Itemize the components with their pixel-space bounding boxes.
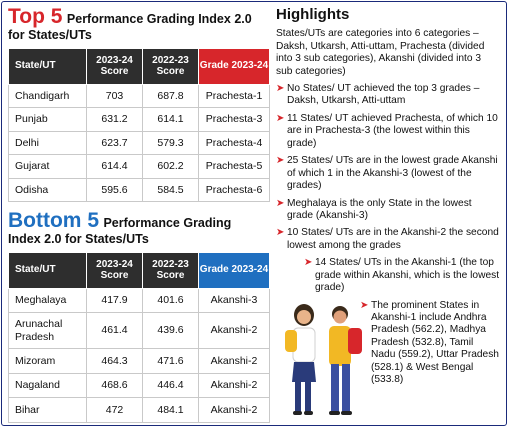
col-header-2022-23: 2022-23 Score <box>142 251 199 289</box>
highlight-item: ➤ No States/ UT achieved the top 3 grades… <box>276 83 500 108</box>
cell-state: Meghalaya <box>8 287 87 314</box>
highlight-text: 14 States/ UTs in the Akanshi-1 (the top… <box>315 257 500 294</box>
highlight-item: ➤ Meghalaya is the only State in the lowe… <box>276 198 500 223</box>
highlight-item: ➤ The prominent States in Akanshi-1 inclu… <box>360 300 500 387</box>
cell-score-2023-24: 614.4 <box>86 154 143 179</box>
cell-state: Chandigarh <box>8 83 87 108</box>
arrow-icon: ➤ <box>276 83 285 95</box>
cell-grade: Akanshi-2 <box>198 348 270 374</box>
cell-score-2022-23: 471.6 <box>142 348 199 374</box>
cell-score-2023-24: 472 <box>86 397 143 423</box>
col-header-grade: Grade 2023-24 <box>198 47 270 85</box>
arrow-icon: ➤ <box>360 299 369 311</box>
highlight-text: 25 States/ UTs are in the lowest grade A… <box>287 155 498 192</box>
arrow-icon: ➤ <box>304 257 313 269</box>
bottom5-title-line2: Index 2.0 for States/UTs <box>8 232 149 246</box>
cell-state: Gujarat <box>8 154 87 179</box>
col-header-state: State/UT <box>8 47 87 85</box>
col-header-grade: Grade 2023-24 <box>198 251 270 289</box>
top5-title: Top 5 Performance Grading Index 2.0 for … <box>8 6 270 42</box>
cell-state: Odisha <box>8 177 87 202</box>
highlight-text: 11 States/ UT achieved Prachesta, of whi… <box>287 112 498 149</box>
cell-score-2022-23: 439.6 <box>142 312 199 350</box>
cell-state: Delhi <box>8 130 87 155</box>
table-row: Chandigarh 703 687.8 Prachesta-1 <box>8 83 270 108</box>
highlight-item: ➤ 14 States/ UTs in the Akanshi-1 (the to… <box>304 257 500 294</box>
cell-score-2023-24: 631.2 <box>86 107 143 132</box>
highlights-intro: States/UTs are categories into 6 categor… <box>276 28 485 77</box>
col-header-state: State/UT <box>8 251 87 289</box>
cell-score-2022-23: 584.5 <box>142 177 199 202</box>
cell-state: Bihar <box>8 397 87 423</box>
top5-title-line2: for States/UTs <box>8 28 92 42</box>
cell-score-2022-23: 484.1 <box>142 397 199 423</box>
highlights-panel: Highlights States/UTs are categories int… <box>276 6 500 392</box>
cell-grade: Akanshi-2 <box>198 312 270 350</box>
cell-grade: Prachesta-3 <box>198 107 270 132</box>
cell-grade: Prachesta-5 <box>198 154 270 179</box>
bottom5-table: State/UT 2023-24 Score 2022-23 Score Gra… <box>8 251 270 423</box>
cell-grade: Prachesta-4 <box>198 130 270 155</box>
top5-table: State/UT 2023-24 Score 2022-23 Score Gra… <box>8 47 270 203</box>
arrow-icon: ➤ <box>276 227 285 239</box>
cell-score-2022-23: 602.2 <box>142 154 199 179</box>
table-row: Mizoram 464.3 471.6 Akanshi-2 <box>8 348 270 374</box>
cell-score-2023-24: 468.6 <box>86 372 143 399</box>
cell-score-2023-24: 703 <box>86 83 143 108</box>
cell-grade: Akanshi-2 <box>198 372 270 399</box>
cell-grade: Akanshi-3 <box>198 287 270 314</box>
arrow-icon: ➤ <box>276 112 285 124</box>
table-row: Arunachal Pradesh 461.4 439.6 Akanshi-2 <box>8 312 270 350</box>
cell-grade: Prachesta-1 <box>198 83 270 108</box>
highlight-item: ➤ 11 States/ UT achieved Prachesta, of wh… <box>276 113 500 150</box>
cell-score-2022-23: 614.1 <box>142 107 199 132</box>
bottom5-title-big: Bottom 5 <box>8 209 99 232</box>
tables-column: Top 5 Performance Grading Index 2.0 for … <box>8 6 270 423</box>
highlight-text: No States/ UT achieved the top 3 grades … <box>287 83 480 107</box>
cell-grade: Prachesta-6 <box>198 177 270 202</box>
table-row: Odisha 595.6 584.5 Prachesta-6 <box>8 177 270 202</box>
highlight-item: ➤ 10 States/ UTs are in the Akanshi-2 the… <box>276 227 500 252</box>
cell-score-2023-24: 417.9 <box>86 287 143 314</box>
top5-title-big: Top 5 <box>8 5 63 28</box>
bottom5-title: Bottom 5 Performance Grading Index 2.0 f… <box>8 210 270 246</box>
table-row: Punjab 631.2 614.1 Prachesta-3 <box>8 107 270 132</box>
cell-state: Arunachal Pradesh <box>8 312 87 350</box>
cell-score-2023-24: 461.4 <box>86 312 143 350</box>
cell-state: Punjab <box>8 107 87 132</box>
highlight-item: ➤ 25 States/ UTs are in the lowest grade … <box>276 155 500 192</box>
col-header-2023-24: 2023-24 Score <box>86 47 143 85</box>
cell-score-2022-23: 579.3 <box>142 130 199 155</box>
cell-grade: Akanshi-2 <box>198 397 270 423</box>
arrow-icon: ➤ <box>276 197 285 209</box>
highlights-heading: Highlights <box>276 6 350 23</box>
cell-score-2022-23: 687.8 <box>142 83 199 108</box>
table-row: Delhi 623.7 579.3 Prachesta-4 <box>8 130 270 155</box>
cell-score-2022-23: 401.6 <box>142 287 199 314</box>
cell-score-2023-24: 595.6 <box>86 177 143 202</box>
bottom5-title-rest: Performance Grading <box>103 216 232 230</box>
highlight-text: The prominent States in Akanshi-1 includ… <box>371 299 499 386</box>
highlight-text: Meghalaya is the only State in the lowes… <box>287 197 472 221</box>
cell-state: Mizoram <box>8 348 87 374</box>
highlight-text: 10 States/ UTs are in the Akanshi-2 the … <box>287 227 499 251</box>
col-header-2023-24: 2023-24 Score <box>86 251 143 289</box>
cell-score-2023-24: 623.7 <box>86 130 143 155</box>
cell-score-2023-24: 464.3 <box>86 348 143 374</box>
col-header-2022-23: 2022-23 Score <box>142 47 199 85</box>
table-row: Meghalaya 417.9 401.6 Akanshi-3 <box>8 287 270 314</box>
top5-title-rest: Performance Grading Index 2.0 <box>66 12 252 26</box>
cell-score-2022-23: 446.4 <box>142 372 199 399</box>
arrow-icon: ➤ <box>276 155 285 167</box>
table-row: Nagaland 468.6 446.4 Akanshi-2 <box>8 372 270 399</box>
students-illustration <box>285 304 362 415</box>
table-row: Gujarat 614.4 602.2 Prachesta-5 <box>8 154 270 179</box>
table-row: Bihar 472 484.1 Akanshi-2 <box>8 397 270 423</box>
cell-state: Nagaland <box>8 372 87 399</box>
